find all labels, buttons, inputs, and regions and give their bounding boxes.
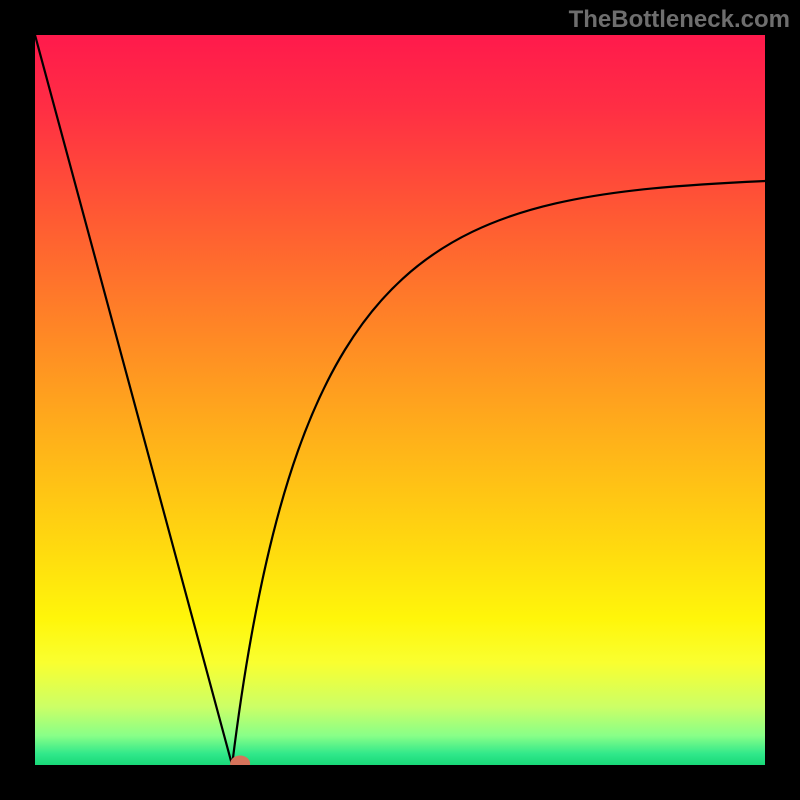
chart-container: TheBottleneck.com <box>0 0 800 800</box>
bottleneck-curve <box>35 35 765 765</box>
plot-area <box>35 35 765 765</box>
watermark-text: TheBottleneck.com <box>569 6 790 34</box>
